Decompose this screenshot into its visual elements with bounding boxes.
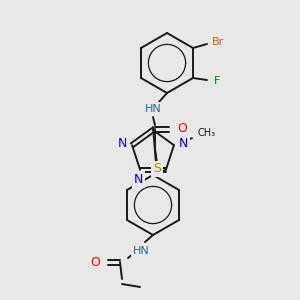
Text: N: N <box>134 173 143 186</box>
Text: N: N <box>179 137 189 150</box>
Text: HN: HN <box>145 104 161 114</box>
Text: HN: HN <box>133 246 149 256</box>
Text: O: O <box>90 256 100 268</box>
Text: S: S <box>153 163 161 176</box>
Text: CH₃: CH₃ <box>198 128 216 138</box>
Text: F: F <box>214 76 220 86</box>
Text: N: N <box>117 137 127 150</box>
Text: Br: Br <box>212 37 224 47</box>
Text: O: O <box>177 122 187 136</box>
